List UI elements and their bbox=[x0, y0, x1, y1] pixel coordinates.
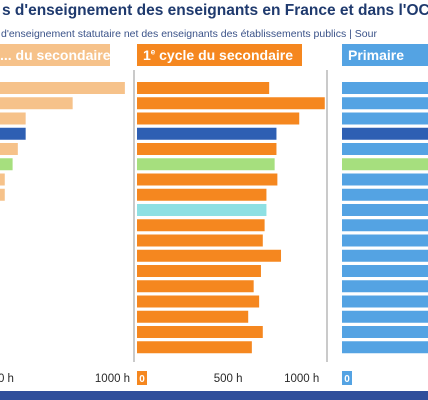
bar-lower-secondary-12 bbox=[137, 249, 282, 262]
bar-lower-secondary-1 bbox=[137, 82, 270, 94]
bar-lower-secondary-18 bbox=[137, 341, 252, 354]
bar-primary-6 bbox=[342, 158, 428, 171]
bar-lower-secondary-11 bbox=[137, 234, 263, 247]
bar-upper-secondary-2 bbox=[0, 97, 73, 110]
bar-primary-7 bbox=[342, 173, 428, 186]
bar-lower-secondary-16 bbox=[137, 310, 249, 323]
bar-primary-8 bbox=[342, 188, 428, 201]
bar-primary-12 bbox=[342, 249, 428, 262]
panel-title-upper-secondary: ... du secondaire bbox=[0, 47, 110, 63]
bar-primary-3 bbox=[342, 112, 428, 125]
panel-title-lower-secondary: 1e cycle du secondaire bbox=[143, 47, 293, 63]
bar-primary-17 bbox=[342, 326, 428, 338]
bar-upper-secondary-4 bbox=[0, 127, 26, 140]
bar-upper-secondary-1 bbox=[0, 82, 125, 94]
bar-primary-10 bbox=[342, 219, 428, 232]
panel-header-lower-secondary: 1e cycle du secondaire bbox=[137, 44, 302, 66]
zero-tick-bg-primary bbox=[342, 371, 352, 385]
bar-lower-secondary-2 bbox=[137, 97, 325, 110]
bar-primary-1 bbox=[342, 82, 428, 94]
bar-lower-secondary-13 bbox=[137, 265, 261, 277]
bar-lower-secondary-3 bbox=[137, 112, 300, 125]
bar-lower-secondary-4 bbox=[137, 127, 277, 140]
tick-label-lower-secondary-1000: 1000 h bbox=[284, 373, 319, 385]
bar-lower-secondary-14 bbox=[137, 280, 254, 293]
bar-upper-secondary-7 bbox=[0, 173, 5, 186]
bar-lower-secondary-7 bbox=[137, 173, 278, 186]
chart-subtitle: d'enseignement statutaire net des enseig… bbox=[1, 28, 377, 40]
bar-primary-4 bbox=[342, 127, 428, 140]
bottom-bar bbox=[0, 391, 428, 400]
bar-lower-secondary-17 bbox=[137, 326, 263, 338]
bar-lower-secondary-5 bbox=[137, 143, 277, 155]
chart-title: s d'enseignement des enseignants en Fran… bbox=[2, 2, 428, 19]
bar-upper-secondary-8 bbox=[0, 188, 5, 201]
bar-upper-secondary-3 bbox=[0, 112, 26, 125]
bar-lower-secondary-15 bbox=[137, 295, 260, 308]
bar-lower-secondary-6 bbox=[137, 158, 275, 171]
bar-lower-secondary-10 bbox=[137, 219, 265, 232]
bar-lower-secondary-9 bbox=[137, 204, 267, 216]
tick-label-upper-secondary-500: 500 h bbox=[0, 373, 14, 385]
bar-primary-18 bbox=[342, 341, 428, 354]
bar-upper-secondary-6 bbox=[0, 158, 13, 171]
tick-label-lower-secondary-500: 500 h bbox=[214, 373, 243, 385]
panel-header-primary: Primaire bbox=[342, 44, 428, 66]
bar-primary-13 bbox=[342, 265, 428, 277]
bar-primary-9 bbox=[342, 204, 428, 216]
bar-lower-secondary-8 bbox=[137, 188, 267, 201]
bar-primary-14 bbox=[342, 280, 428, 293]
panel-title-primary: Primaire bbox=[348, 47, 405, 63]
bar-upper-secondary-5 bbox=[0, 143, 18, 155]
bar-primary-2 bbox=[342, 97, 428, 110]
panel-header-upper-secondary: ... du secondaire bbox=[0, 44, 110, 66]
bar-primary-16 bbox=[342, 310, 428, 323]
bar-primary-15 bbox=[342, 295, 428, 308]
tick-label-upper-secondary-1000: 1000 h bbox=[95, 373, 130, 385]
bar-primary-11 bbox=[342, 234, 428, 247]
zero-tick-bg-lower-secondary bbox=[137, 371, 147, 385]
bar-primary-5 bbox=[342, 143, 428, 155]
tick-label-lower-secondary-0: 0 bbox=[139, 374, 145, 385]
tick-label-primary-0: 0 bbox=[344, 374, 350, 385]
